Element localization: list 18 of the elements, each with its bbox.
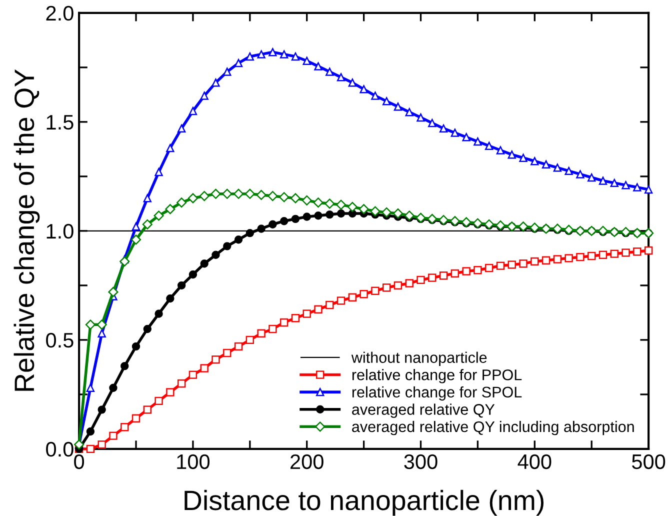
y-tick-label: 1.5 <box>46 115 74 130</box>
x-tick-label: 100 <box>177 454 210 470</box>
y-tick-label: 2.0 <box>46 6 74 21</box>
y-tick-label: 0.0 <box>46 442 74 457</box>
x-axis-title: Distance to nanoparticle (nm) <box>184 490 544 516</box>
legend-label: without nanoparticle <box>351 352 487 366</box>
x-tick-label: 500 <box>632 454 666 470</box>
y-tick-label: 1.0 <box>46 224 74 239</box>
x-tick-label: 300 <box>404 454 438 470</box>
legend-label: averaged relative QY <box>352 404 495 418</box>
legend-label: averaged relative QY including absorption <box>352 420 634 436</box>
x-tick-label: 200 <box>290 454 324 470</box>
x-tick-label: 400 <box>518 454 552 470</box>
y-axis-title: Relative change of the QY <box>14 69 40 391</box>
legend-label: relative change for PPOL <box>352 369 522 384</box>
x-tick-label: 0 <box>74 454 84 470</box>
legend-label: relative change for SPOL <box>352 386 522 401</box>
y-tick-label: 0.5 <box>46 332 74 348</box>
